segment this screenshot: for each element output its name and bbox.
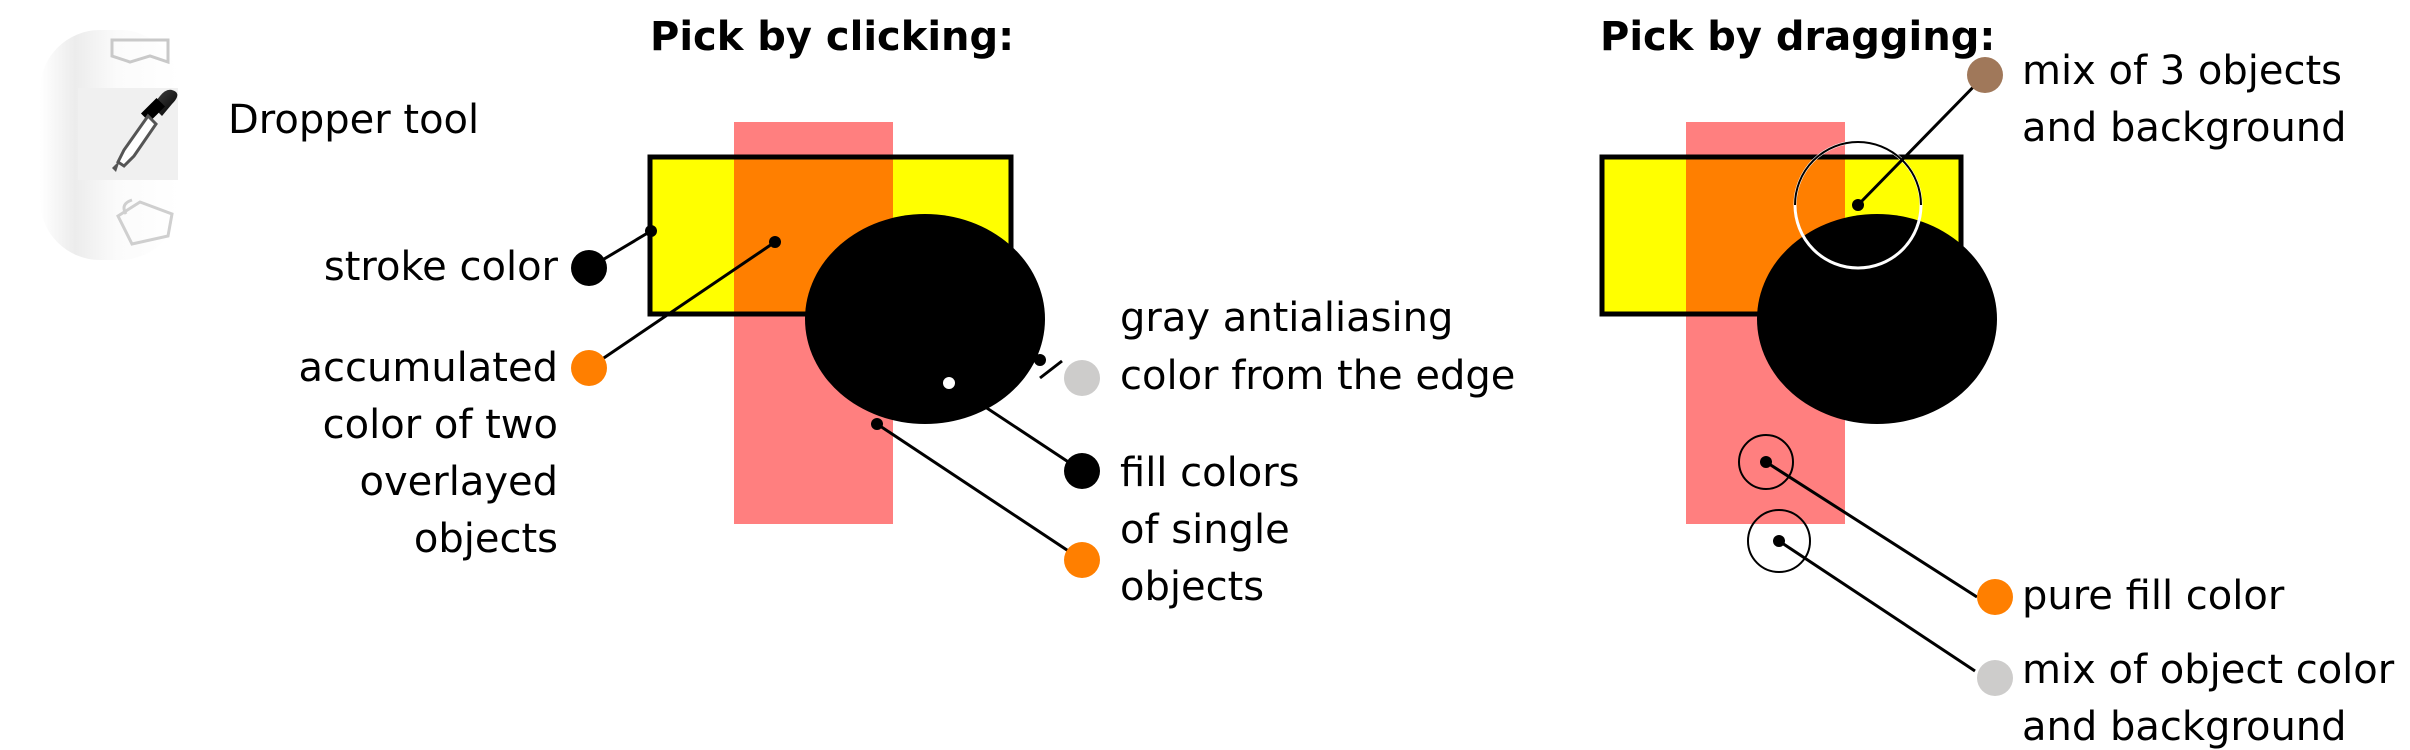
gray-edge-dot <box>1064 360 1100 396</box>
pure-fill-color-label: pure fill color <box>2022 573 2285 619</box>
mix-object-background-label-1: mix of object color <box>2022 647 2395 693</box>
stroke-color-label: stroke color <box>324 244 559 290</box>
accumulated-color-label-2: color of two <box>323 402 558 448</box>
mix-three-objects-dot <box>1967 57 2003 93</box>
black-ellipse <box>805 214 1045 424</box>
drag-leader-lines <box>1765 73 1987 673</box>
gray-edge-label-2: color from the edge <box>1120 353 1515 399</box>
bucket-icon[interactable] <box>116 198 174 246</box>
click-section-title: Pick by clicking: <box>650 14 1014 60</box>
fill-colors-label-3: objects <box>1120 564 1264 610</box>
black-ellipse-2 <box>1757 214 1997 424</box>
gray-edge-label-1: gray antialiasing <box>1120 295 1453 341</box>
mix-three-objects-label-1: mix of 3 objects <box>2022 48 2342 94</box>
dropper-tool-label: Dropper tool <box>228 97 479 143</box>
drag-sample-circles <box>1738 140 1923 573</box>
click-anchor-dots <box>645 225 1046 430</box>
fill-color-orange-dot <box>1064 542 1100 578</box>
mix-object-background-label-2: and background <box>2022 704 2347 750</box>
pure-fill-color-dot <box>1977 579 2013 615</box>
drag-anchor-dots <box>1760 199 1864 547</box>
dropper-icon[interactable] <box>112 89 178 172</box>
fill-colors-label-1: fill colors <box>1120 450 1299 496</box>
fill-colors-label-2: of single <box>1120 507 1290 553</box>
stroke-color-dot <box>571 250 607 286</box>
accumulated-color-label-4: objects <box>414 516 558 562</box>
drag-section-title: Pick by dragging: <box>1600 14 1995 60</box>
mix-three-objects-label-2: and background <box>2022 105 2347 151</box>
accumulated-color-dot <box>571 350 607 386</box>
accumulated-color-label-1: accumulated <box>299 345 558 391</box>
click-diagram <box>647 122 1045 524</box>
rectangle-tool-icon[interactable] <box>110 38 170 65</box>
accumulated-color-label-3: overlayed <box>360 459 559 505</box>
mix-object-background-dot <box>1977 660 2013 696</box>
toolbar-panel <box>40 30 180 260</box>
fill-color-black-dot <box>1064 453 1100 489</box>
